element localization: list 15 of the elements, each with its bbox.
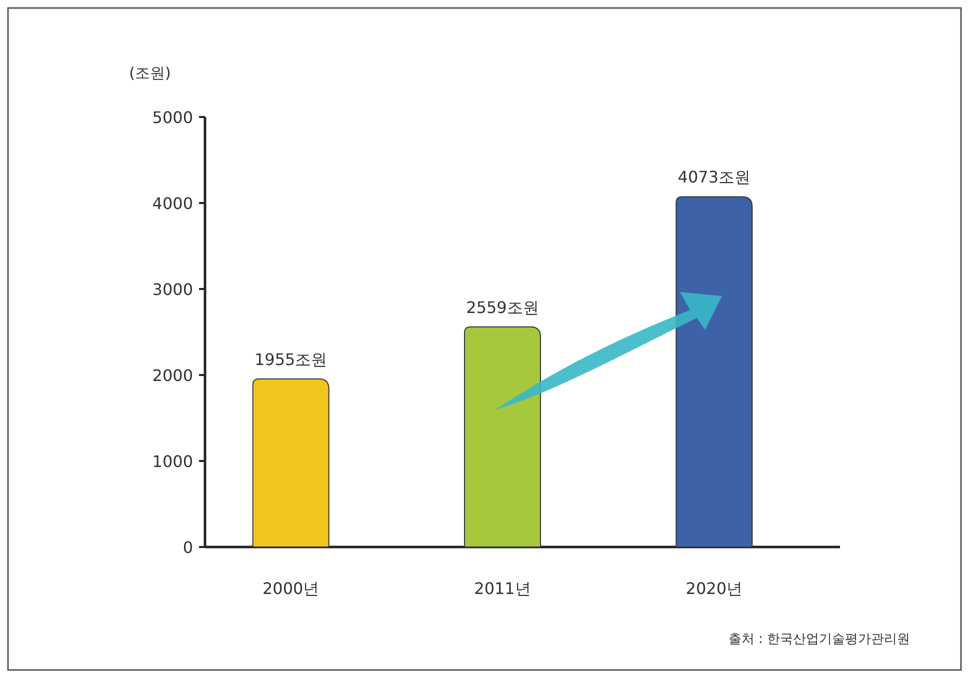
- y-tick-label: 1000: [152, 452, 193, 471]
- y-tick-label: 2000: [152, 366, 193, 385]
- x-tick-label: 2011년: [474, 579, 531, 598]
- bar: [252, 378, 330, 548]
- y-tick-label: 5000: [152, 108, 193, 127]
- data-label: 1955조원: [254, 350, 328, 369]
- y-tick-label: 3000: [152, 280, 193, 299]
- x-tick-label: 2020년: [686, 579, 743, 598]
- y-axis-title: (조원): [129, 64, 171, 82]
- y-tick-label: 4000: [152, 194, 193, 213]
- data-label: 2559조원: [466, 298, 539, 317]
- x-tick-label: 2000년: [262, 579, 320, 598]
- y-tick-label: 0: [182, 538, 193, 557]
- source-note: 출처 : 한국산업기술평가관리원: [728, 632, 910, 647]
- data-label: 4073조원: [678, 168, 751, 187]
